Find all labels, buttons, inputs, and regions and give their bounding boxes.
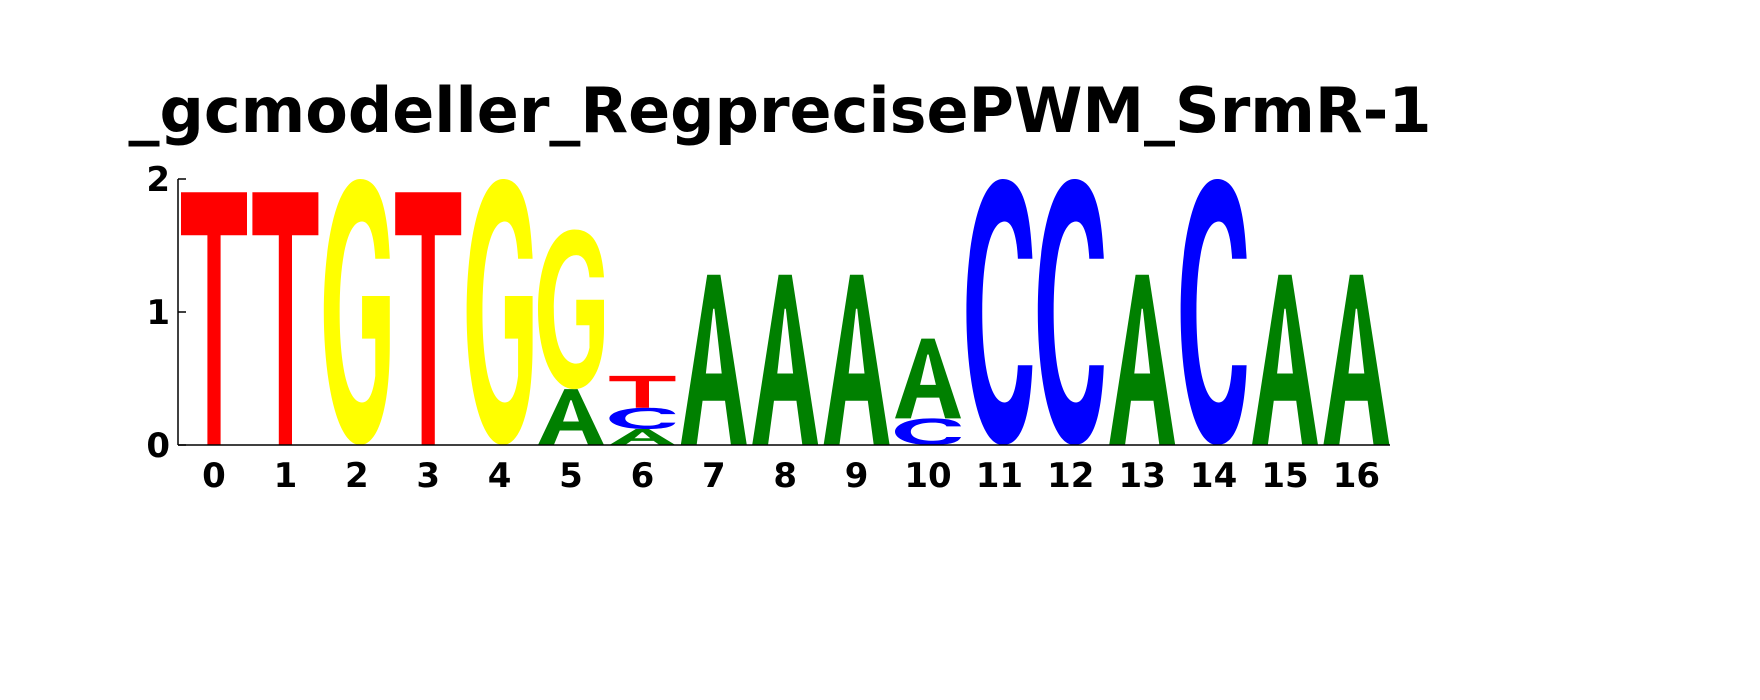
logo-letter-a	[1323, 274, 1390, 445]
x-tick-label: 9	[845, 456, 869, 496]
y-tick-label: 0	[146, 426, 170, 466]
logo-letter-c	[609, 407, 676, 430]
letters-layer	[181, 179, 1390, 446]
logo-letter-t	[181, 192, 247, 445]
x-tick-label: 6	[631, 456, 655, 496]
logo-letter-a	[1109, 274, 1176, 445]
logo-letter-g	[466, 179, 533, 445]
x-tick-label: 1	[274, 456, 298, 496]
x-tick-label: 14	[1190, 456, 1237, 496]
x-tick-label: 10	[904, 456, 951, 496]
logo-letter-c	[966, 179, 1033, 445]
logo-letter-t	[395, 192, 462, 445]
x-tick-label: 4	[488, 456, 512, 496]
logo-letter-g	[538, 229, 604, 390]
logo-letter-c	[1037, 179, 1104, 445]
logo-letter-c	[895, 418, 961, 445]
x-tick-label: 13	[1119, 456, 1166, 496]
logo-letter-c	[1180, 179, 1247, 445]
logo-letter-a	[752, 274, 819, 445]
x-tick-label: 11	[976, 456, 1023, 496]
x-tick-label: 3	[416, 456, 440, 496]
logo-letter-a	[1252, 274, 1318, 445]
logo-letter-a	[680, 274, 747, 445]
logo-letter-a	[823, 274, 890, 445]
x-tick-label: 15	[1261, 456, 1308, 496]
x-tick-label: 5	[559, 456, 583, 496]
x-tick-label: 8	[773, 456, 797, 496]
y-tick-label: 1	[146, 293, 170, 333]
x-tick-label: 0	[202, 456, 226, 496]
x-tick-label: 7	[702, 456, 726, 496]
chart-title: _gcmodeller_RegprecisePWM_SrmR-1	[128, 74, 1432, 147]
logo-letter-t	[609, 375, 676, 408]
x-tick-label: 16	[1333, 456, 1380, 496]
x-tick-label: 12	[1047, 456, 1094, 496]
logo-letter-t	[252, 192, 319, 445]
logo-letter-g	[323, 179, 390, 445]
logo-letter-a	[609, 429, 676, 445]
x-tick-label: 2	[345, 456, 369, 496]
logo-letter-a	[895, 338, 961, 419]
logo-letter-a	[538, 389, 604, 446]
y-tick-label: 2	[146, 160, 170, 200]
